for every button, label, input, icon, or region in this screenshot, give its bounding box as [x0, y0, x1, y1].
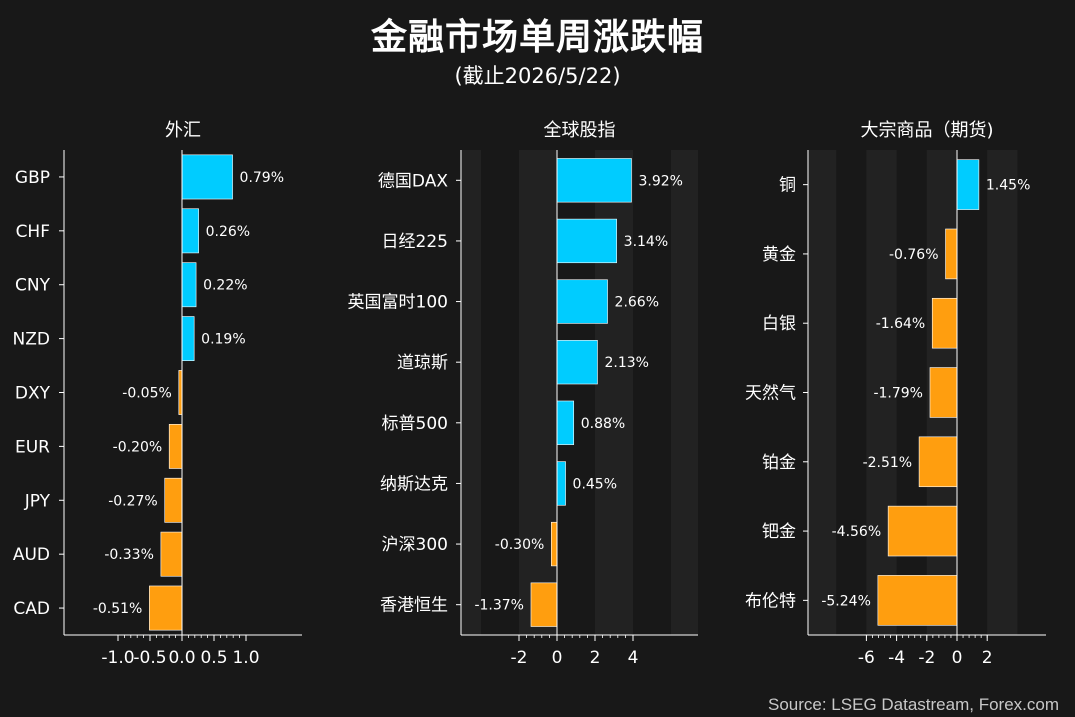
bar: [164, 477, 183, 523]
x-tick-label: 2: [982, 648, 993, 668]
bar: [181, 208, 199, 254]
category-label: DXY: [15, 384, 51, 404]
bar: [929, 367, 958, 418]
data-label: 2.66%: [615, 295, 659, 311]
bar: [550, 521, 558, 567]
data-label: 3.14%: [624, 234, 668, 250]
bar: [181, 262, 197, 308]
data-label: -0.30%: [495, 537, 545, 553]
bar: [877, 575, 958, 626]
bar: [556, 218, 617, 264]
x-tick-label: 0: [552, 648, 563, 668]
category-label: 道琼斯: [397, 353, 448, 373]
page-subtitle: (截止2026/5/22): [454, 64, 621, 88]
data-label: -0.05%: [122, 386, 172, 402]
bar: [918, 436, 958, 488]
bar: [931, 297, 958, 349]
category-label: JPY: [24, 491, 51, 511]
grid-band: [987, 150, 1018, 635]
x-tick-label: 4: [628, 648, 639, 668]
category-label: 英国富时100: [348, 293, 448, 313]
bar: [530, 582, 558, 627]
category-label: CNY: [15, 276, 51, 296]
grid-band: [671, 150, 698, 635]
category-label: 日经225: [382, 232, 448, 252]
grid-band: [808, 150, 837, 635]
category-label: 标普500: [382, 414, 448, 434]
category-label: CAD: [13, 599, 50, 619]
category-label: AUD: [13, 545, 50, 565]
bar: [181, 316, 195, 362]
category-label: GBP: [15, 168, 50, 188]
x-tick-label: 1.0: [232, 648, 259, 668]
data-label: -4.56%: [832, 524, 882, 540]
data-label: -1.79%: [873, 386, 923, 402]
category-label: 白银: [762, 314, 796, 334]
category-label: 钯金: [762, 522, 796, 542]
data-label: 0.79%: [240, 170, 284, 186]
data-label: -5.24%: [821, 593, 871, 609]
grid-band: [461, 150, 481, 635]
bar: [556, 400, 575, 445]
data-label: 0.22%: [203, 278, 247, 294]
data-label: -0.51%: [93, 601, 143, 617]
data-label: -2.51%: [863, 455, 913, 471]
data-label: -1.64%: [876, 316, 926, 332]
bar: [945, 228, 958, 280]
category-label: 德国DAX: [378, 171, 448, 191]
data-label: 0.26%: [206, 224, 250, 240]
data-label: 0.19%: [201, 332, 245, 348]
data-label: -0.76%: [889, 247, 939, 263]
category-label: 天然气: [745, 384, 796, 404]
x-tick-label: -6: [858, 648, 875, 668]
category-label: 沪深300: [382, 535, 448, 555]
x-tick-label: 0.5: [200, 648, 227, 668]
bar: [556, 279, 608, 324]
bar: [556, 461, 566, 506]
category-label: CHF: [16, 222, 50, 242]
grid-band: [519, 150, 557, 635]
data-label: 2.13%: [604, 355, 648, 371]
x-tick-label: 0: [952, 648, 963, 668]
data-label: -1.37%: [474, 598, 524, 614]
bar: [556, 158, 632, 203]
bar: [149, 585, 183, 631]
bar: [181, 154, 233, 200]
data-label: -0.27%: [108, 493, 158, 509]
category-label: 香港恒生: [380, 596, 448, 616]
panel-title: 外汇: [165, 120, 201, 141]
x-tick-label: -4: [888, 648, 905, 668]
page-title: 金融市场单周涨跌幅: [370, 17, 704, 58]
bar: [956, 159, 980, 210]
category-label: 布伦特: [745, 591, 796, 611]
panel-title: 全球股指: [544, 120, 616, 141]
source-note: Source: LSEG Datastream, Forex.com: [768, 695, 1059, 714]
bar: [168, 423, 183, 469]
x-tick-label: -1.0: [101, 648, 134, 668]
x-tick-label: -2: [511, 648, 528, 668]
x-tick-label: -2: [918, 648, 935, 668]
x-tick-label: 0.0: [168, 648, 195, 668]
data-label: 1.45%: [986, 178, 1030, 194]
x-tick-label: -0.5: [133, 648, 166, 668]
category-label: 纳斯达克: [380, 474, 448, 494]
data-label: 0.88%: [581, 416, 625, 432]
panel-title: 大宗商品（期货): [860, 120, 993, 141]
bar: [887, 505, 958, 557]
category-label: NZD: [13, 330, 50, 350]
data-label: -0.20%: [113, 439, 163, 455]
data-label: -0.33%: [104, 547, 154, 563]
x-tick-label: 2: [590, 648, 601, 668]
data-label: 3.92%: [638, 173, 682, 189]
category-label: 黄金: [762, 245, 796, 265]
category-label: EUR: [15, 437, 50, 457]
data-label: 0.45%: [573, 476, 617, 492]
category-label: 铂金: [762, 453, 796, 473]
bar: [160, 531, 183, 577]
bar: [556, 340, 598, 385]
category-label: 铜: [779, 176, 796, 196]
